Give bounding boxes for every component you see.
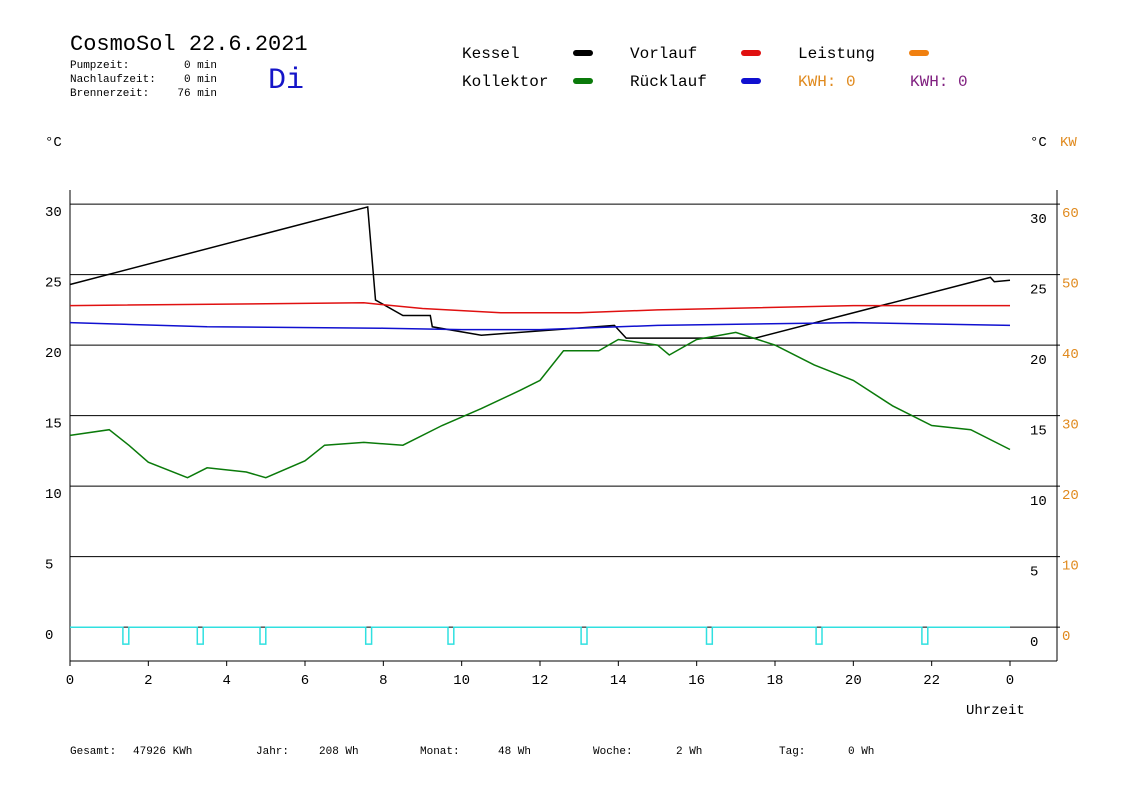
x-tick-label: 8 <box>379 673 387 689</box>
x-tick-label: 14 <box>610 673 627 689</box>
x-tick-label: 16 <box>688 673 705 689</box>
legend-label: Rücklauf <box>630 73 707 91</box>
footer-label: Gesamt: <box>70 746 116 758</box>
footer-value: 47926 KWh <box>133 746 192 758</box>
footer-label: Monat: <box>420 746 460 758</box>
x-tick-label: 4 <box>222 673 230 689</box>
x-label: Uhrzeit <box>966 703 1025 719</box>
y-tick-label: 25 <box>45 276 62 292</box>
x-tick-label: 0 <box>1006 673 1014 689</box>
y2-tick-label: 50 <box>1062 277 1079 293</box>
series-line <box>70 626 1010 645</box>
y2-tick-label: 30 <box>1062 418 1079 434</box>
stat-label: Nachlaufzeit: <box>70 74 156 86</box>
y-tick-label: 30 <box>45 205 62 221</box>
stat-value: 0 min <box>184 74 217 86</box>
x-tick-label: 18 <box>767 673 784 689</box>
y2-tick-label: 0 <box>1062 629 1070 645</box>
legend-label: Kollektor <box>462 73 548 91</box>
footer-value: 208 Wh <box>319 746 359 758</box>
stat-value: 76 min <box>177 88 217 100</box>
x-tick-label: 0 <box>66 673 74 689</box>
footer-label: Tag: <box>779 746 805 758</box>
x-tick-label: 2 <box>144 673 152 689</box>
day: Di <box>268 64 304 98</box>
y2-tick-label: 20 <box>1062 488 1079 504</box>
y-tick-label-right: 5 <box>1030 565 1038 581</box>
footer-value: 48 Wh <box>498 746 531 758</box>
y-tick-label-right: 10 <box>1030 494 1047 510</box>
y2-unit-left: °C <box>1030 135 1047 151</box>
y-tick-label: 10 <box>45 487 62 503</box>
series-line <box>69 321 1011 331</box>
y-tick-label: 0 <box>45 628 53 644</box>
legend-label: Vorlauf <box>630 45 697 63</box>
y-tick-label-right: 20 <box>1030 353 1047 369</box>
y2-tick-label: 40 <box>1062 347 1079 363</box>
y-tick-label-right: 15 <box>1030 424 1047 440</box>
title: CosmoSol 22.6.2021 <box>70 32 308 57</box>
legend-label: Leistung <box>798 45 875 63</box>
legend-label: Kessel <box>462 45 520 63</box>
y-tick-label: 20 <box>45 346 62 362</box>
kwh: KWH: 0 <box>910 73 968 91</box>
footer-value: 0 Wh <box>848 746 874 758</box>
series-line <box>69 302 1010 314</box>
x-tick-label: 22 <box>923 673 940 689</box>
x-tick-label: 10 <box>453 673 470 689</box>
y-tick-label: 5 <box>45 558 53 574</box>
kwh: KWH: 0 <box>798 73 856 91</box>
footer-value: 2 Wh <box>676 746 702 758</box>
y-tick-label-right: 0 <box>1030 635 1038 651</box>
y-tick-label-right: 25 <box>1030 283 1047 299</box>
stat-label: Pumpzeit: <box>70 60 129 72</box>
y2-tick-label: 60 <box>1062 206 1079 222</box>
x-tick-label: 12 <box>532 673 549 689</box>
footer-label: Jahr: <box>256 746 289 758</box>
series-line <box>69 205 1011 339</box>
y-tick-label-right: 30 <box>1030 212 1047 228</box>
y2-tick-label: 10 <box>1062 559 1079 575</box>
footer-label: Woche: <box>593 746 633 758</box>
stat-value: 0 min <box>184 60 217 72</box>
x-tick-label: 6 <box>301 673 309 689</box>
y2-unit: KW <box>1060 135 1077 151</box>
stat-label: Brennerzeit: <box>70 88 149 100</box>
x-tick-label: 20 <box>845 673 862 689</box>
y-tick-label: 15 <box>45 417 62 433</box>
y-unit: °C <box>45 135 62 151</box>
series-line <box>69 331 1011 479</box>
